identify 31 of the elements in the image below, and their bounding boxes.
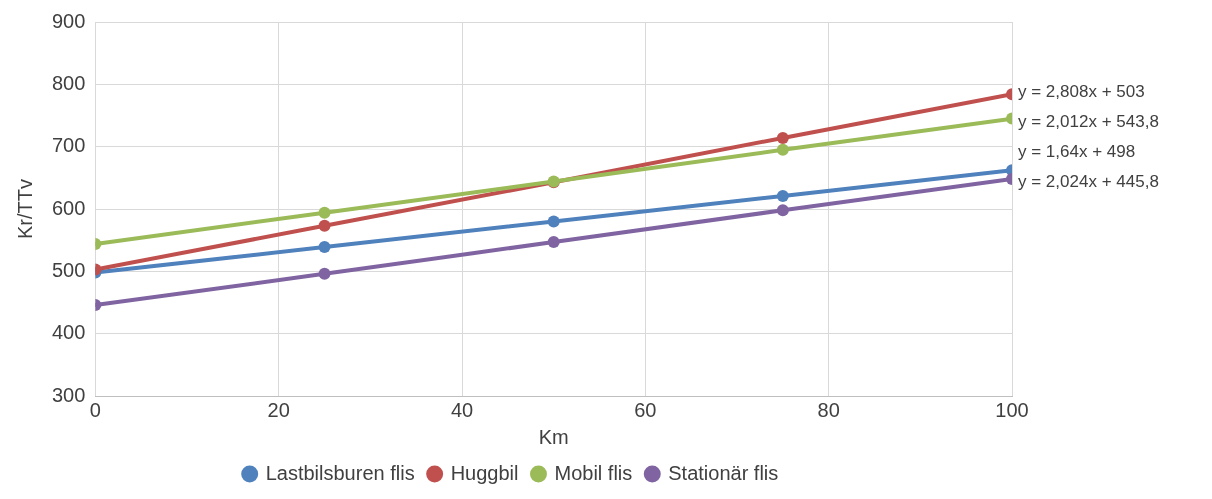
point (776, 143, 789, 156)
text: y = 2,012x + 543,8 (1018, 111, 1159, 131)
x-tick-label: 100 (995, 398, 1029, 421)
point (776, 189, 789, 202)
y-tick-label: 400 (51, 321, 86, 344)
text: y = 2,024x + 445,8 (1018, 171, 1159, 191)
x-axis-title: Km (538, 425, 569, 448)
point (547, 215, 560, 228)
point (776, 204, 789, 217)
x-tick-label: 60 (634, 398, 657, 421)
x-tick-label: 40 (450, 398, 474, 421)
point (547, 236, 560, 249)
legend-label: Stationär flis (668, 461, 779, 484)
point (318, 267, 331, 280)
y-tick-label: 300 (51, 383, 86, 406)
point (318, 206, 331, 219)
x-tick-label: 20 (267, 398, 290, 421)
legend-label: Lastbilsburen flis (265, 461, 415, 484)
y-tick-label: 700 (51, 134, 86, 157)
text: y = 2,808x + 503 (1018, 81, 1145, 101)
y-tick-label: 800 (51, 71, 86, 94)
y-tick-label: 900 (51, 9, 86, 32)
text: y = 1,64x + 498 (1018, 141, 1136, 161)
x-tick-label: 0 (89, 398, 101, 421)
y-tick-label: 500 (51, 258, 86, 281)
y-axis-title: Kr/TTv (13, 179, 36, 239)
x-tick-label: 80 (817, 398, 840, 421)
y-tick-label: 600 (51, 196, 86, 219)
point (318, 241, 331, 254)
legend-label: Mobil flis (554, 461, 633, 484)
legend-label: Huggbil (450, 461, 519, 484)
